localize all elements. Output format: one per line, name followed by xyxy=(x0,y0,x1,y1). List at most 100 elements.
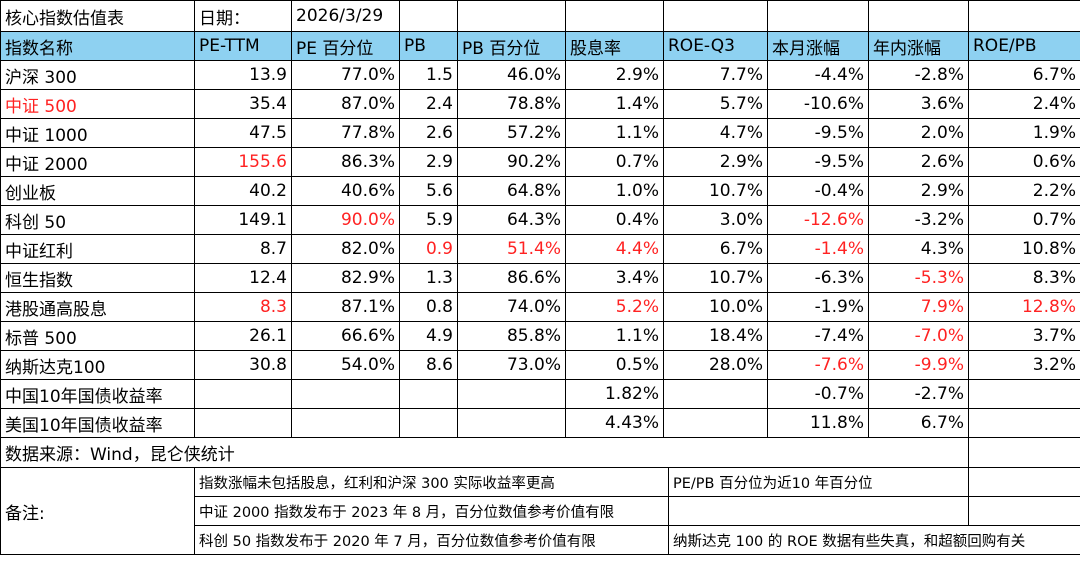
table-row: 纳斯达克100 30.8 54.0% 8.6 73.0% 0.5% 28.0% -7.6% -9… xyxy=(0,350,1080,380)
table-cell: 10.7% xyxy=(663,263,768,293)
table-cell: 12.4 xyxy=(194,263,292,293)
note-3: 中证 2000 指数发布于 2023 年 8 月，百分位数值参考价值有限 xyxy=(194,496,669,526)
empty-cell xyxy=(868,0,969,32)
table-cell: 1.9% xyxy=(968,118,1080,148)
table-cell: 0.7% xyxy=(968,205,1080,235)
table-cell: 87.1% xyxy=(291,292,400,322)
notes-label: 备注: xyxy=(0,467,195,555)
table-cell: 149.1 xyxy=(194,205,292,235)
table-cell: -2.7% xyxy=(868,379,969,409)
index-name: 沪深 300 xyxy=(0,60,195,90)
table-cell: 73.0% xyxy=(457,350,566,380)
table-cell: 2.9% xyxy=(565,60,664,90)
table-cell: -9.5% xyxy=(767,147,869,177)
table-cell xyxy=(291,379,400,409)
table-cell: 3.0% xyxy=(663,205,768,235)
table-cell: -9.9% xyxy=(868,350,969,380)
table-cell: 40.2 xyxy=(194,176,292,206)
table-cell: 8.6 xyxy=(399,350,458,380)
table-cell: 40.6% xyxy=(291,176,400,206)
table-cell: 74.0% xyxy=(457,292,566,322)
table-cell: 30.8 xyxy=(194,350,292,380)
table-cell: 5.7% xyxy=(663,89,768,119)
table-cell: 12.8% xyxy=(968,292,1080,322)
source-note: 数据来源：Wind，昆仑侠统计 xyxy=(0,437,969,468)
table-cell: 3.6% xyxy=(868,89,969,119)
table-cell: 86.3% xyxy=(291,147,400,177)
table-row: 恒生指数 12.4 82.9% 1.3 86.6% 3.4% 10.7% -6.3% -5.3%… xyxy=(0,263,1080,293)
table-cell: 7.7% xyxy=(663,60,768,90)
index-name: 中国10年国债收益率 xyxy=(0,379,195,409)
column-header: ROE/PB xyxy=(968,31,1080,61)
table-cell: -7.4% xyxy=(767,321,869,351)
table-cell: -1.9% xyxy=(767,292,869,322)
table-cell: 1.1% xyxy=(565,321,664,351)
table-cell: 6.7% xyxy=(868,408,969,438)
header-row: 指数名称 PE-TTM PE 百分位 PB PB 百分位 股息率 ROE-Q3 本月涨幅 年内涨… xyxy=(0,31,1080,61)
table-row: 中证 500 35.4 87.0% 2.4 78.8% 1.4% 5.7% -10.6% 3.6… xyxy=(0,89,1080,119)
index-name: 中证 500 xyxy=(0,89,195,119)
empty-cell xyxy=(457,0,566,32)
table-cell: 77.0% xyxy=(291,60,400,90)
table-cell: 2.9 xyxy=(399,147,458,177)
table-cell: 77.8% xyxy=(291,118,400,148)
table-cell: 35.4 xyxy=(194,89,292,119)
valuation-table: 核心指数估值表 日期： 2026/3/29 指数名称 PE-TTM PE 百分位 PB… xyxy=(0,0,1080,438)
index-name: 美国10年国债收益率 xyxy=(0,408,195,438)
table-cell: 6.7% xyxy=(663,234,768,264)
table-cell: 18.4% xyxy=(663,321,768,351)
table-cell: 3.7% xyxy=(968,321,1080,351)
note-5: 纳斯达克 100 的 ROE 数据有些失真，和超额回购有关 xyxy=(668,525,1080,555)
table-cell: 1.3 xyxy=(399,263,458,293)
column-header: PE 百分位 xyxy=(291,31,400,61)
table-cell: 90.2% xyxy=(457,147,566,177)
table-row: 创业板 40.2 40.6% 5.6 64.8% 1.0% 10.7% -0.4% 2.9% 2.… xyxy=(0,176,1080,206)
empty-cell xyxy=(968,0,1080,32)
index-name: 科创 50 xyxy=(0,205,195,235)
table-cell: -9.5% xyxy=(767,118,869,148)
table-cell: -4.4% xyxy=(767,60,869,90)
table-cell: -0.4% xyxy=(767,176,869,206)
table-cell: 4.3% xyxy=(868,234,969,264)
table-cell: 0.6% xyxy=(968,147,1080,177)
table-cell: 1.1% xyxy=(565,118,664,148)
empty-cell xyxy=(767,0,869,32)
table-cell xyxy=(663,408,768,438)
table-row: 中证红利 8.7 82.0% 0.9 51.4% 4.4% 6.7% -1.4% 4.3% 10.… xyxy=(0,234,1080,264)
table-row: 美国10年国债收益率 4.43% 11.8% 6.7% xyxy=(0,408,1080,438)
table-cell xyxy=(457,408,566,438)
table-cell xyxy=(399,408,458,438)
table-cell: 3.2% xyxy=(968,350,1080,380)
table-cell: 8.3% xyxy=(968,263,1080,293)
table-cell: 1.0% xyxy=(565,176,664,206)
table-cell: 0.7% xyxy=(565,147,664,177)
index-name: 中证 2000 xyxy=(0,147,195,177)
index-name: 港股通高股息 xyxy=(0,292,195,322)
table-cell: 0.4% xyxy=(565,205,664,235)
table-cell: 64.8% xyxy=(457,176,566,206)
column-header: 指数名称 xyxy=(0,31,195,61)
index-name: 标普 500 xyxy=(0,321,195,351)
table-cell: 7.9% xyxy=(868,292,969,322)
table-cell: 2.6% xyxy=(868,147,969,177)
table-cell: 1.5 xyxy=(399,60,458,90)
table-cell: 4.9 xyxy=(399,321,458,351)
table-cell: 90.0% xyxy=(291,205,400,235)
date-label: 日期： xyxy=(194,0,292,32)
source-row: 数据来源：Wind，昆仑侠统计 xyxy=(0,437,1080,468)
table-cell: 10.7% xyxy=(663,176,768,206)
table-cell: -3.2% xyxy=(868,205,969,235)
table-cell: -7.6% xyxy=(767,350,869,380)
column-header: 股息率 xyxy=(565,31,664,61)
table-cell: 82.0% xyxy=(291,234,400,264)
table-cell: -6.3% xyxy=(767,263,869,293)
table-cell: 86.6% xyxy=(457,263,566,293)
table-cell: 85.8% xyxy=(457,321,566,351)
column-header: 年内涨幅 xyxy=(868,31,969,61)
empty-cell xyxy=(565,0,664,32)
index-name: 纳斯达克100 xyxy=(0,350,195,380)
table-cell: 1.4% xyxy=(565,89,664,119)
empty-cell xyxy=(663,0,768,32)
table-cell: 10.8% xyxy=(968,234,1080,264)
empty-cell xyxy=(968,437,1080,468)
